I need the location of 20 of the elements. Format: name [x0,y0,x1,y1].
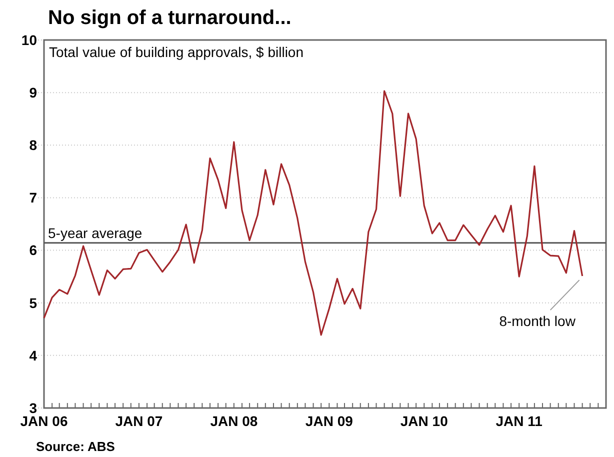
y-tick-label: 9 [29,84,38,100]
y-tick-label: 5 [29,294,38,311]
line-series [43,90,584,336]
x-tick-label: JAN 11 [496,413,543,429]
y-tick-label: 3 [29,400,38,416]
x-tick-label: JAN 10 [400,413,448,429]
y-tick-label: 7 [29,190,38,206]
annotation: 8-month low [499,313,576,330]
x-tick-label: JAN 09 [305,413,354,429]
y-tick-label: 8 [29,137,38,154]
x-tick-label: JAN 08 [210,413,258,429]
ref-line-label: 5-year average [48,224,142,241]
y-tick-label: 4 [29,347,38,364]
x-tick-label: JAN 07 [115,413,163,429]
chart-subtitle: Total value of building approvals, $ billion [49,44,304,60]
y-tick-label: 6 [29,242,38,258]
source-note: Source: ABS [36,439,116,454]
x-tick-label: JAN 06 [20,413,68,429]
chart-title: No sign of a turnaround... [48,7,292,29]
y-tick-label: 10 [21,32,38,48]
